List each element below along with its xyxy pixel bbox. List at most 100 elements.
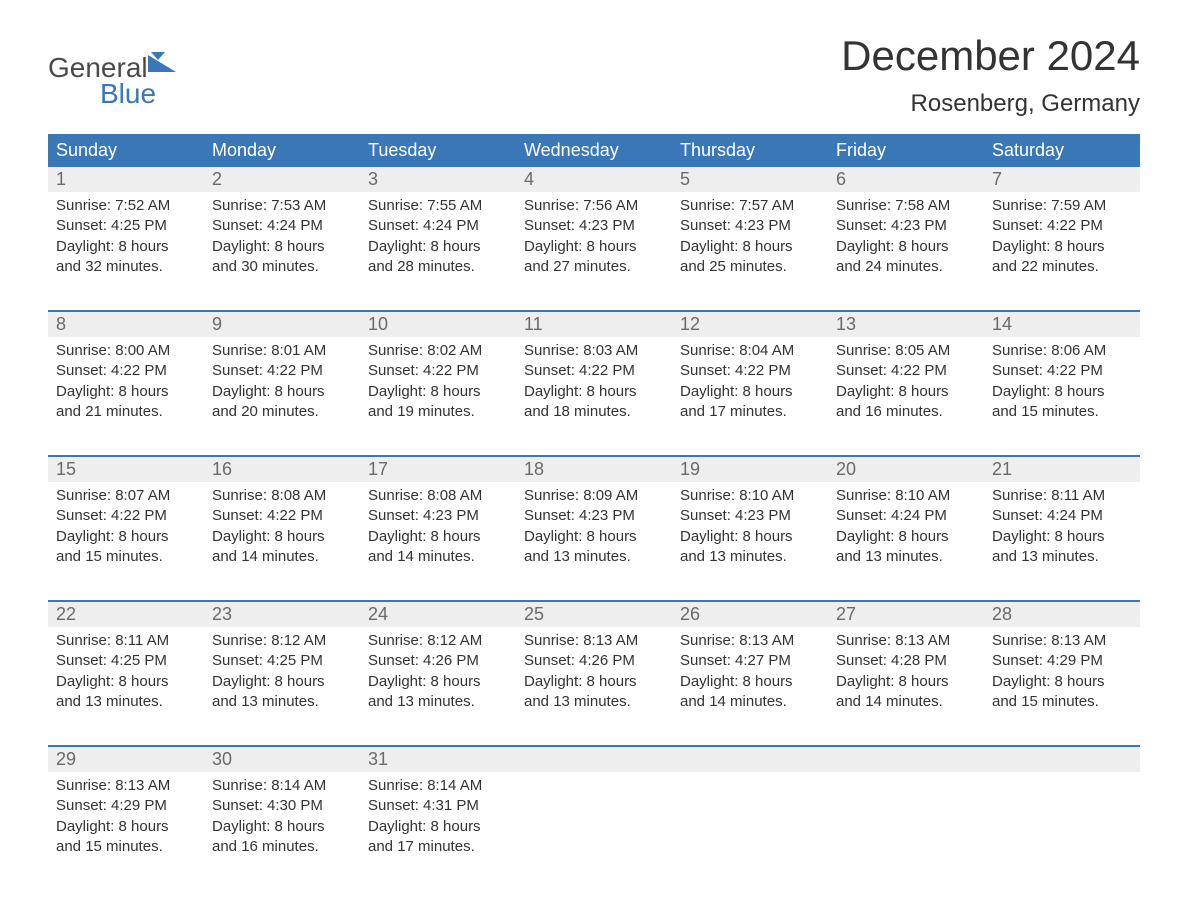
day-number: 28 [984, 602, 1140, 627]
dl1-text: Daylight: 8 hours [524, 527, 664, 547]
sunset-text: Sunset: 4:29 PM [992, 651, 1132, 671]
weekday-label: Tuesday [360, 134, 516, 167]
day-number: 29 [48, 747, 204, 772]
day-cell: Sunrise: 7:57 AMSunset: 4:23 PMDaylight:… [672, 192, 828, 292]
dl2-text: and 16 minutes. [836, 402, 976, 422]
sunrise-text: Sunrise: 8:02 AM [368, 341, 508, 361]
day-number: 11 [516, 312, 672, 337]
dl1-text: Daylight: 8 hours [368, 527, 508, 547]
day-number: 21 [984, 457, 1140, 482]
dl1-text: Daylight: 8 hours [212, 817, 352, 837]
day-number [516, 747, 672, 772]
day-number: 3 [360, 167, 516, 192]
day-number: 12 [672, 312, 828, 337]
dayinfo-row: Sunrise: 8:00 AMSunset: 4:22 PMDaylight:… [48, 337, 1140, 437]
sunset-text: Sunset: 4:28 PM [836, 651, 976, 671]
logo-word2: Blue [100, 78, 176, 110]
dl1-text: Daylight: 8 hours [56, 672, 196, 692]
day-cell [828, 772, 984, 872]
day-cell: Sunrise: 8:11 AMSunset: 4:25 PMDaylight:… [48, 627, 204, 727]
day-number: 15 [48, 457, 204, 482]
day-number: 2 [204, 167, 360, 192]
sunrise-text: Sunrise: 8:06 AM [992, 341, 1132, 361]
dayinfo-row: Sunrise: 8:11 AMSunset: 4:25 PMDaylight:… [48, 627, 1140, 727]
day-number: 19 [672, 457, 828, 482]
daynum-row: 1234567 [48, 167, 1140, 192]
day-number [672, 747, 828, 772]
dl1-text: Daylight: 8 hours [836, 382, 976, 402]
day-number: 26 [672, 602, 828, 627]
sunrise-text: Sunrise: 8:10 AM [836, 486, 976, 506]
sunset-text: Sunset: 4:26 PM [524, 651, 664, 671]
sunset-text: Sunset: 4:22 PM [836, 361, 976, 381]
dl2-text: and 16 minutes. [212, 837, 352, 857]
dl1-text: Daylight: 8 hours [992, 382, 1132, 402]
daynum-row: 293031 [48, 747, 1140, 772]
weekday-label: Saturday [984, 134, 1140, 167]
dl1-text: Daylight: 8 hours [56, 382, 196, 402]
day-cell: Sunrise: 8:04 AMSunset: 4:22 PMDaylight:… [672, 337, 828, 437]
dl2-text: and 13 minutes. [992, 547, 1132, 567]
sunset-text: Sunset: 4:24 PM [836, 506, 976, 526]
dl2-text: and 15 minutes. [992, 692, 1132, 712]
location-title: Rosenberg, Germany [841, 90, 1140, 118]
dl1-text: Daylight: 8 hours [992, 672, 1132, 692]
sunset-text: Sunset: 4:23 PM [680, 216, 820, 236]
month-title: December 2024 [841, 32, 1140, 80]
dl1-text: Daylight: 8 hours [680, 382, 820, 402]
sunrise-text: Sunrise: 8:08 AM [212, 486, 352, 506]
sunrise-text: Sunrise: 8:01 AM [212, 341, 352, 361]
sunrise-text: Sunrise: 8:08 AM [368, 486, 508, 506]
dl2-text: and 14 minutes. [680, 692, 820, 712]
week-block: 1234567Sunrise: 7:52 AMSunset: 4:25 PMDa… [48, 167, 1140, 292]
day-cell: Sunrise: 8:12 AMSunset: 4:26 PMDaylight:… [360, 627, 516, 727]
sunrise-text: Sunrise: 8:13 AM [680, 631, 820, 651]
sunrise-text: Sunrise: 8:14 AM [212, 776, 352, 796]
day-cell [672, 772, 828, 872]
sunset-text: Sunset: 4:30 PM [212, 796, 352, 816]
dl2-text: and 28 minutes. [368, 257, 508, 277]
sunset-text: Sunset: 4:24 PM [212, 216, 352, 236]
sunrise-text: Sunrise: 8:13 AM [992, 631, 1132, 651]
sunrise-text: Sunrise: 8:10 AM [680, 486, 820, 506]
day-cell: Sunrise: 8:13 AMSunset: 4:27 PMDaylight:… [672, 627, 828, 727]
sunset-text: Sunset: 4:22 PM [992, 216, 1132, 236]
sunset-text: Sunset: 4:22 PM [368, 361, 508, 381]
dl1-text: Daylight: 8 hours [368, 382, 508, 402]
day-cell: Sunrise: 7:55 AMSunset: 4:24 PMDaylight:… [360, 192, 516, 292]
dl2-text: and 21 minutes. [56, 402, 196, 422]
dl1-text: Daylight: 8 hours [212, 237, 352, 257]
dl1-text: Daylight: 8 hours [524, 237, 664, 257]
day-number [984, 747, 1140, 772]
weeks-container: 1234567Sunrise: 7:52 AMSunset: 4:25 PMDa… [48, 167, 1140, 872]
day-cell: Sunrise: 8:05 AMSunset: 4:22 PMDaylight:… [828, 337, 984, 437]
sunset-text: Sunset: 4:22 PM [56, 506, 196, 526]
dl1-text: Daylight: 8 hours [56, 817, 196, 837]
day-cell: Sunrise: 8:07 AMSunset: 4:22 PMDaylight:… [48, 482, 204, 582]
day-cell [516, 772, 672, 872]
dl2-text: and 13 minutes. [524, 692, 664, 712]
day-number: 4 [516, 167, 672, 192]
dl1-text: Daylight: 8 hours [836, 237, 976, 257]
day-number: 23 [204, 602, 360, 627]
sunset-text: Sunset: 4:23 PM [524, 216, 664, 236]
week-block: 15161718192021Sunrise: 8:07 AMSunset: 4:… [48, 455, 1140, 582]
day-number: 9 [204, 312, 360, 337]
sunrise-text: Sunrise: 7:58 AM [836, 196, 976, 216]
logo: General Blue [48, 52, 176, 110]
day-number: 8 [48, 312, 204, 337]
weekday-header: Sunday Monday Tuesday Wednesday Thursday… [48, 134, 1140, 167]
dl2-text: and 13 minutes. [212, 692, 352, 712]
dl1-text: Daylight: 8 hours [992, 237, 1132, 257]
sunset-text: Sunset: 4:25 PM [56, 216, 196, 236]
day-cell: Sunrise: 8:10 AMSunset: 4:23 PMDaylight:… [672, 482, 828, 582]
sunrise-text: Sunrise: 7:57 AM [680, 196, 820, 216]
dl1-text: Daylight: 8 hours [992, 527, 1132, 547]
dl1-text: Daylight: 8 hours [524, 672, 664, 692]
dl2-text: and 13 minutes. [680, 547, 820, 567]
day-number: 22 [48, 602, 204, 627]
dl2-text: and 20 minutes. [212, 402, 352, 422]
dl2-text: and 18 minutes. [524, 402, 664, 422]
day-number: 18 [516, 457, 672, 482]
day-cell: Sunrise: 8:01 AMSunset: 4:22 PMDaylight:… [204, 337, 360, 437]
